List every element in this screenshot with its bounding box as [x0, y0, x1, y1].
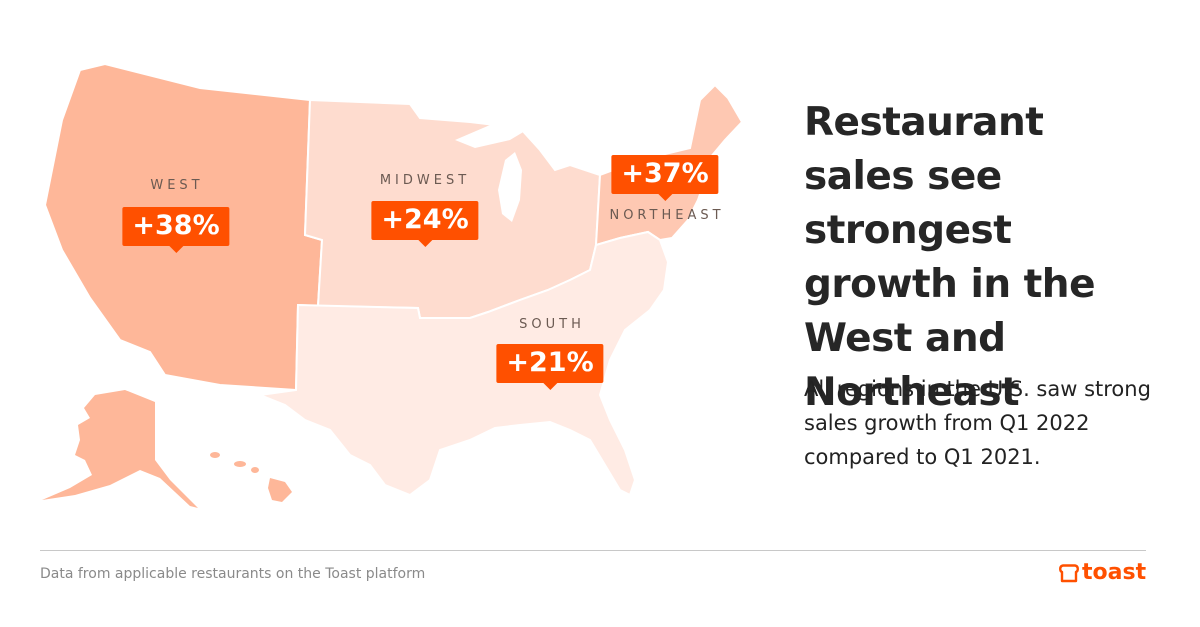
growth-badge-midwest: +24% — [371, 201, 479, 247]
subtext: All regions in the U.S. saw strong sales… — [804, 377, 1151, 469]
growth-badge-south: +21% — [496, 344, 604, 390]
logo-text: toast — [1082, 560, 1147, 585]
headline: Restaurant sales see strongest growth in… — [804, 100, 1096, 415]
footer-divider — [40, 550, 1146, 551]
great-lakes-shape — [498, 152, 522, 222]
region-label-south: SOUTH — [519, 317, 585, 332]
hawaii-shape — [210, 452, 292, 502]
region-label-west: WEST — [150, 178, 204, 193]
us-map-graphic — [42, 62, 744, 508]
lake-superior-shape — [455, 125, 530, 148]
region-label-midwest: MIDWEST — [379, 173, 471, 188]
us-region-map: WEST +38% MIDWEST +24% +37% NORTHEAST SO… — [42, 62, 744, 508]
growth-badge-northeast: +37% — [611, 155, 719, 201]
toast-bread-icon — [1059, 563, 1079, 582]
region-label-northeast: NORTHEAST — [609, 208, 725, 223]
growth-badge-west: +38% — [122, 207, 230, 253]
region-south-shape — [256, 230, 670, 497]
alaska-shape — [42, 390, 198, 508]
toast-logo: toast — [1058, 560, 1146, 585]
source-footnote: Data from applicable restaurants on the … — [40, 566, 426, 582]
